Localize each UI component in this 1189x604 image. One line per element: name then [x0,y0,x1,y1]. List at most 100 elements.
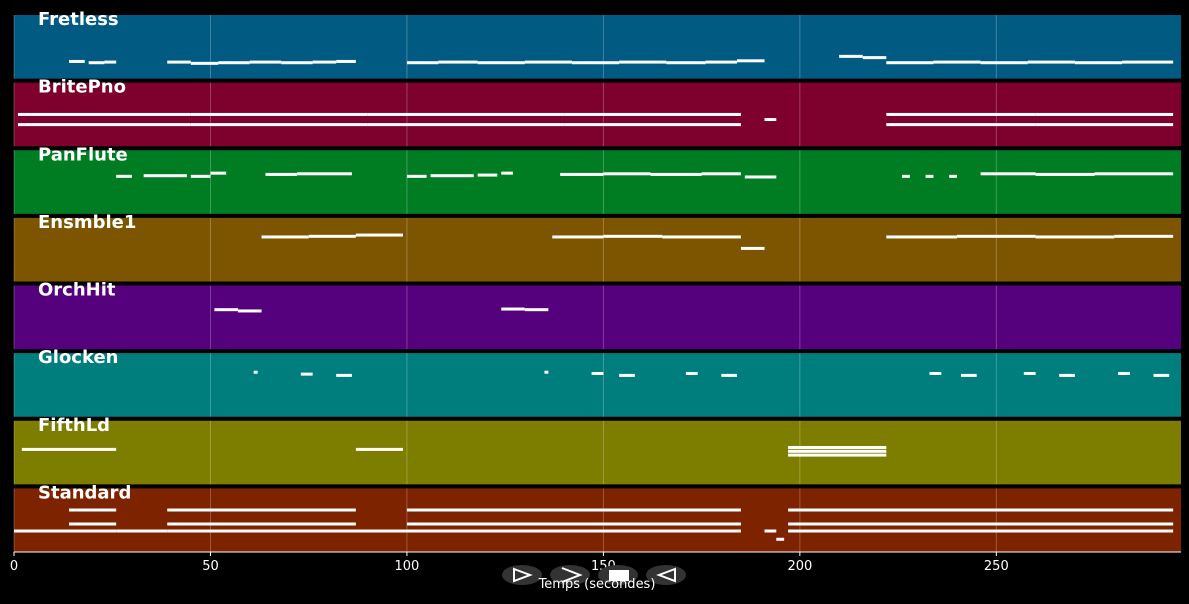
x-axis-label: Temps (secondes) [538,577,656,592]
note [281,61,313,65]
note [886,235,958,239]
note [406,529,741,533]
note [650,172,702,176]
track-name: Fretless [38,9,119,30]
note [1122,60,1174,64]
track-name: PanFlute [38,144,128,165]
track-lane [14,420,1181,485]
note [190,123,368,127]
note [336,373,352,377]
note [980,61,1028,65]
note [406,174,427,178]
note [705,60,737,64]
note [237,309,262,313]
track-lane [14,488,1181,552]
note [406,522,741,526]
note [788,449,887,453]
note [477,61,525,65]
note [355,233,403,237]
controls [502,565,686,585]
note [666,61,706,65]
track-lane [14,150,1181,214]
x-tick-label: 200 [787,559,812,574]
note [564,123,741,127]
track-name: OrchHit [38,280,116,301]
note [776,537,785,541]
x-tick-label: 0 [10,559,18,574]
note [862,56,887,60]
note [116,174,132,178]
note [1027,60,1075,64]
note [619,373,635,377]
note [1114,234,1174,238]
note [1035,123,1174,127]
note [736,59,765,63]
track-name: Ensmble1 [38,212,136,233]
note [167,60,191,64]
note [925,174,934,178]
note [1153,373,1170,377]
note [788,522,1174,526]
note [619,60,667,64]
note [788,529,1174,533]
stop-icon [609,570,629,581]
note [210,171,227,175]
note [544,370,549,374]
play-icon [513,567,533,583]
note [560,172,604,176]
note [788,508,1174,512]
play-button[interactable] [502,565,542,585]
note [143,174,187,178]
note [960,373,977,377]
track-name: BritePno [38,77,126,98]
forward-icon [561,567,583,583]
note [902,174,910,178]
note [1118,371,1130,375]
note [17,123,191,127]
note [571,61,620,65]
note [980,172,1036,176]
note [116,529,168,533]
back-icon [656,567,676,583]
note [265,172,297,176]
note [788,453,887,457]
note [764,118,777,122]
note [1074,61,1123,65]
note [312,60,337,64]
track-lane [14,353,1181,417]
note [104,60,117,64]
note [69,522,117,526]
track-name: FifthLd [38,415,110,436]
note [300,372,313,376]
note [367,123,565,127]
track-lane [14,15,1181,79]
note [501,307,525,311]
note [933,60,981,64]
note [564,112,741,116]
track-lane [14,217,1181,282]
note [430,174,474,178]
note [685,371,698,375]
note [477,173,498,177]
note [69,59,85,63]
note [764,529,777,533]
note [367,112,565,116]
track-name: Standard [38,482,131,503]
forward-button[interactable] [550,565,590,585]
note [336,59,356,63]
note [591,371,604,375]
note [249,60,282,64]
note [406,61,439,65]
note [886,123,1036,127]
lanes: Fretless BritePno PanFlute Ensmble1 OrchHit G… [10,9,1181,574]
note [603,234,663,238]
note [17,112,191,116]
note [167,508,356,512]
note [1094,172,1174,176]
note [253,370,258,374]
note [886,61,934,65]
note [167,522,356,526]
note [308,234,356,238]
